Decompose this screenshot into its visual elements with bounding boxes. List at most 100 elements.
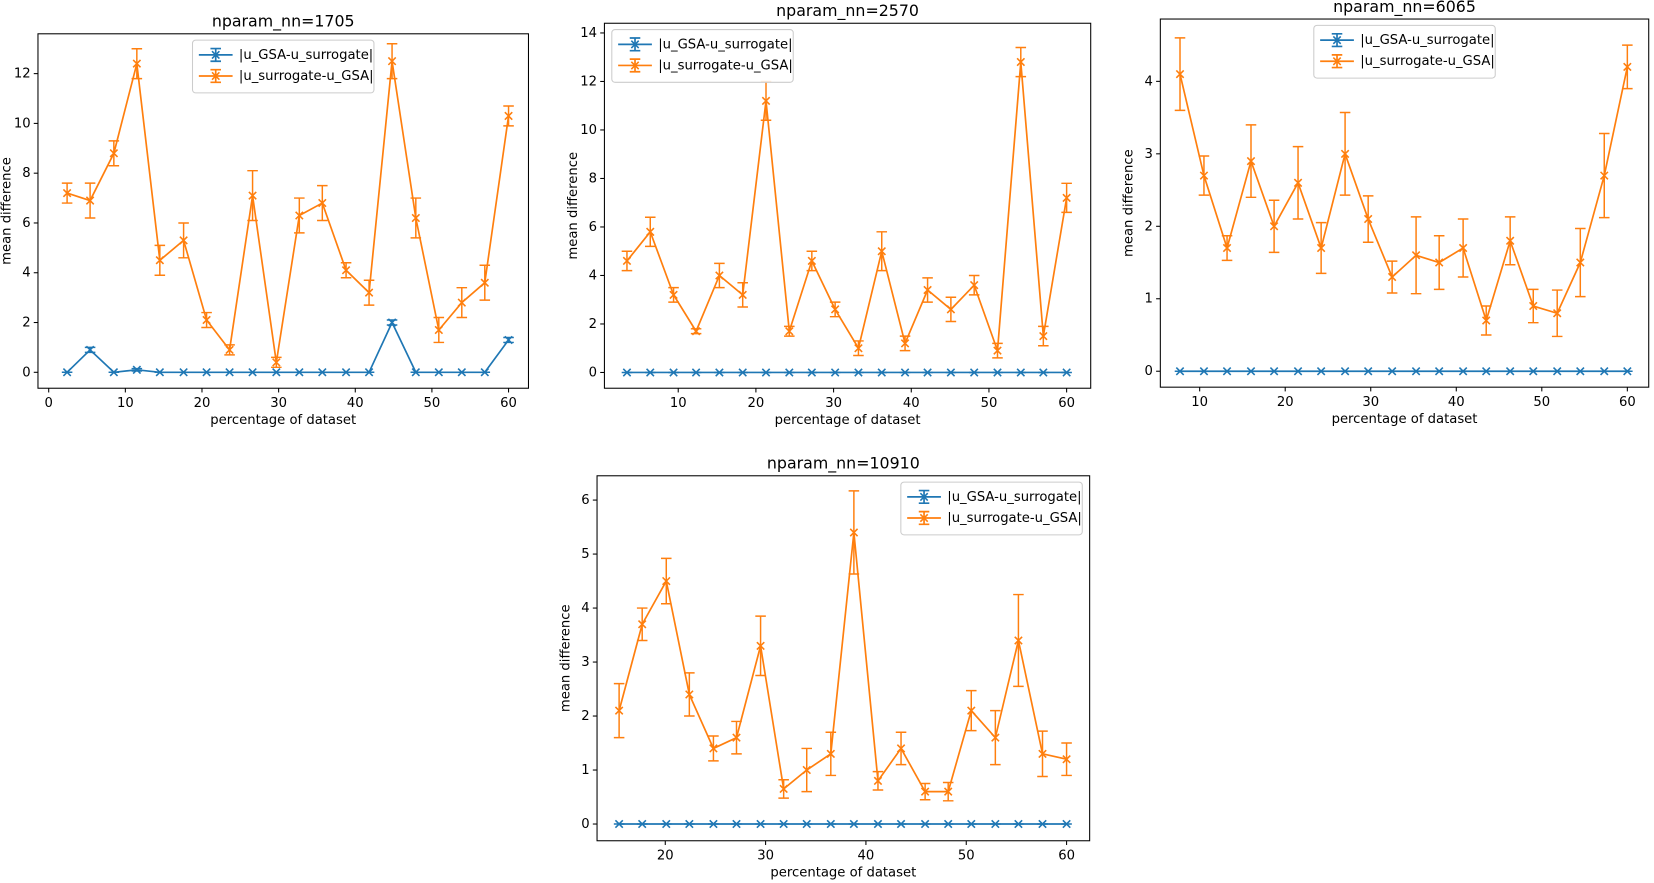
data-point xyxy=(434,368,444,377)
data-point xyxy=(732,819,741,829)
data-point xyxy=(896,819,906,829)
y-tick-label: 10 xyxy=(14,116,31,131)
data-point xyxy=(387,318,397,327)
data-point xyxy=(225,368,234,377)
data-point xyxy=(826,819,836,829)
chart-title: nparam_nn=2570 xyxy=(776,1,919,21)
data-point xyxy=(785,326,794,336)
data-point xyxy=(1293,366,1303,376)
data-point xyxy=(248,191,257,200)
legend-label: |u_GSA-u_surrogate| xyxy=(658,37,792,52)
legend-box xyxy=(191,39,375,94)
data-point xyxy=(946,305,956,314)
x-tick-label: 50 xyxy=(1533,395,1550,410)
data-point xyxy=(318,368,327,377)
data-point xyxy=(1246,366,1256,376)
data-point xyxy=(1387,272,1397,282)
data-point xyxy=(411,368,421,377)
data-point xyxy=(807,256,817,266)
data-point xyxy=(1529,366,1538,376)
data-point xyxy=(709,819,718,829)
plot-frame xyxy=(603,22,1092,389)
data-point xyxy=(849,528,859,537)
data-point xyxy=(830,368,840,377)
data-point xyxy=(1340,366,1350,376)
chart: 0 1 2 3 4 10 20 30 40 50 60 nparam_nn=6065 percentag… xyxy=(1122,0,1650,427)
data-point xyxy=(715,271,724,280)
y-tick-label: 0 xyxy=(581,817,589,832)
data-point xyxy=(967,706,976,715)
data-point xyxy=(1269,366,1279,376)
data-point xyxy=(132,59,142,68)
data-point xyxy=(1387,366,1397,376)
series-line xyxy=(66,61,510,363)
data-point xyxy=(1552,309,1562,318)
legend-marker xyxy=(630,61,640,70)
y-tick-label: 3 xyxy=(581,655,589,670)
x-tick-label: 50 xyxy=(958,849,975,864)
data-point xyxy=(341,266,351,275)
y-tick-label: 8 xyxy=(589,171,597,186)
data-point xyxy=(364,288,374,297)
legend-label: |u_surrogate-u_GSA| xyxy=(1360,54,1495,69)
legend-marker xyxy=(1332,35,1342,45)
data-point xyxy=(1222,243,1232,253)
data-point xyxy=(411,213,421,223)
y-tick-label: 0 xyxy=(589,365,597,380)
data-point xyxy=(946,368,956,377)
y-tick-label: 12 xyxy=(14,67,31,82)
y-tick-label: 2 xyxy=(581,709,589,724)
data-point xyxy=(1038,749,1047,759)
y-tick-label: 2 xyxy=(1145,219,1153,234)
data-point xyxy=(779,819,788,829)
data-point xyxy=(691,368,701,377)
data-point xyxy=(1016,368,1026,377)
chart-title: nparam_nn=10910 xyxy=(767,454,920,474)
legend-marker xyxy=(211,71,220,81)
y-tick-label: 6 xyxy=(581,493,589,508)
data-point xyxy=(1269,222,1279,231)
data-point xyxy=(272,368,281,377)
data-point xyxy=(387,56,397,66)
x-tick-label: 60 xyxy=(1058,849,1075,864)
x-tick-label: 30 xyxy=(270,396,287,411)
data-point xyxy=(272,358,281,367)
legend-marker xyxy=(919,492,929,502)
y-axis-label: mean difference xyxy=(558,604,573,712)
x-tick-label: 50 xyxy=(981,396,998,411)
data-point xyxy=(1014,636,1023,645)
data-point xyxy=(830,305,840,314)
data-point xyxy=(202,368,211,377)
data-point xyxy=(155,368,165,377)
data-point xyxy=(1505,236,1515,246)
data-point xyxy=(109,368,119,377)
y-tick-label: 4 xyxy=(581,601,589,616)
data-point xyxy=(637,819,647,829)
series-line xyxy=(618,532,1067,793)
legend-label: |u_surrogate-u_GSA| xyxy=(239,69,374,84)
x-tick-label: 40 xyxy=(858,849,875,864)
data-point xyxy=(715,368,724,377)
y-tick-label: 3 xyxy=(1145,147,1153,162)
data-point xyxy=(1434,258,1444,267)
legend-marker xyxy=(919,513,929,523)
x-axis-label: percentage of dataset xyxy=(775,413,921,428)
legend-label: |u_GSA-u_surrogate| xyxy=(1360,33,1494,48)
y-tick-label: 0 xyxy=(22,365,30,380)
data-point xyxy=(662,576,671,586)
x-tick-label: 60 xyxy=(1619,395,1636,410)
data-point xyxy=(877,246,887,256)
data-point xyxy=(1363,214,1373,224)
y-tick-label: 8 xyxy=(22,166,30,181)
x-tick-label: 20 xyxy=(748,396,765,411)
x-tick-label: 10 xyxy=(1191,395,1208,410)
data-point xyxy=(1552,366,1562,376)
data-point xyxy=(637,620,647,629)
legend-marker xyxy=(1332,56,1342,66)
data-point xyxy=(1062,819,1071,829)
data-point xyxy=(1316,366,1326,376)
data-point xyxy=(1481,316,1491,325)
data-point xyxy=(1038,819,1047,829)
data-point xyxy=(1062,193,1071,203)
